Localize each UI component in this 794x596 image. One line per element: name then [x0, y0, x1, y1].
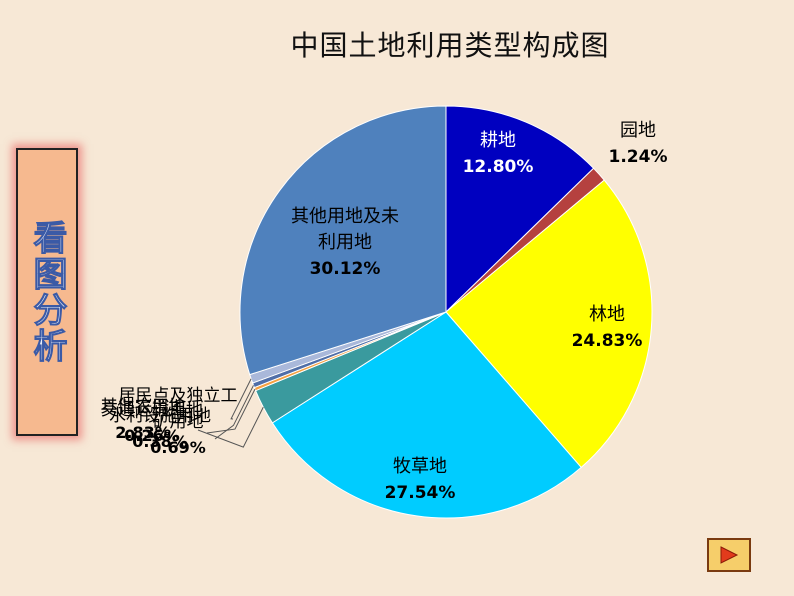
- slice-category-label: 交通运输用地: [101, 400, 203, 420]
- slice-label: 居民点及独立工矿用地 0.69%: [119, 386, 238, 457]
- pie-slice: [239, 105, 447, 376]
- slice-category-label: 居民点及独立工: [119, 386, 238, 406]
- slice-label: 水利设施用地 0.38%: [109, 406, 211, 451]
- play-button[interactable]: [707, 538, 751, 572]
- slice-category-label: 园地: [620, 120, 656, 141]
- slice-value-label: 0.69%: [150, 438, 206, 457]
- side-label: 看图分析: [27, 220, 68, 365]
- slice-value-label: 1.24%: [609, 147, 668, 167]
- pie-slice: [445, 179, 653, 469]
- slice-label: 牧草地 27.54%: [385, 456, 456, 503]
- slice-label: 其他农用地 2.83%: [101, 397, 186, 442]
- slice-category-label: 其他农用地: [101, 397, 186, 417]
- slice-category-label: 矿用地: [153, 412, 204, 432]
- slice-value-label: 30.12%: [310, 259, 381, 279]
- slice-value-label: 0.26%: [124, 426, 180, 445]
- slice-category-label: 其他用地及未: [291, 206, 399, 227]
- slice-value-label: 2.83%: [115, 423, 171, 442]
- leader-line: [206, 388, 256, 434]
- side-label-box: 看图分析: [16, 148, 78, 436]
- slice-label: 耕地 12.80%: [463, 130, 534, 177]
- slice-category-label: 利用地: [318, 232, 372, 253]
- slice-value-label: 0.38%: [132, 432, 188, 451]
- play-icon: [720, 546, 739, 564]
- slice-label: 林地 24.83%: [572, 304, 643, 351]
- slice-label: 交通运输用地 0.26%: [101, 400, 203, 445]
- slice-value-label: 27.54%: [385, 483, 456, 503]
- slice-label: 其他用地及未利用地 30.12%: [291, 206, 399, 279]
- slice-value-label: 24.83%: [572, 331, 643, 351]
- slice-category-label: 耕地: [480, 130, 516, 151]
- chart-title: 中国土地利用类型构成图: [290, 29, 610, 62]
- slice-label: 园地 1.24%: [609, 120, 668, 167]
- pie-slice: [271, 311, 582, 519]
- slice-value-label: 12.80%: [463, 157, 534, 177]
- slice-category-label: 林地: [589, 304, 625, 325]
- slice-category-label: 水利设施用地: [109, 406, 211, 426]
- slice-category-label: 牧草地: [393, 456, 447, 477]
- pie-slice: [445, 105, 595, 314]
- leader-line: [230, 378, 252, 420]
- leader-line: [214, 385, 254, 440]
- leader-line: [197, 406, 264, 448]
